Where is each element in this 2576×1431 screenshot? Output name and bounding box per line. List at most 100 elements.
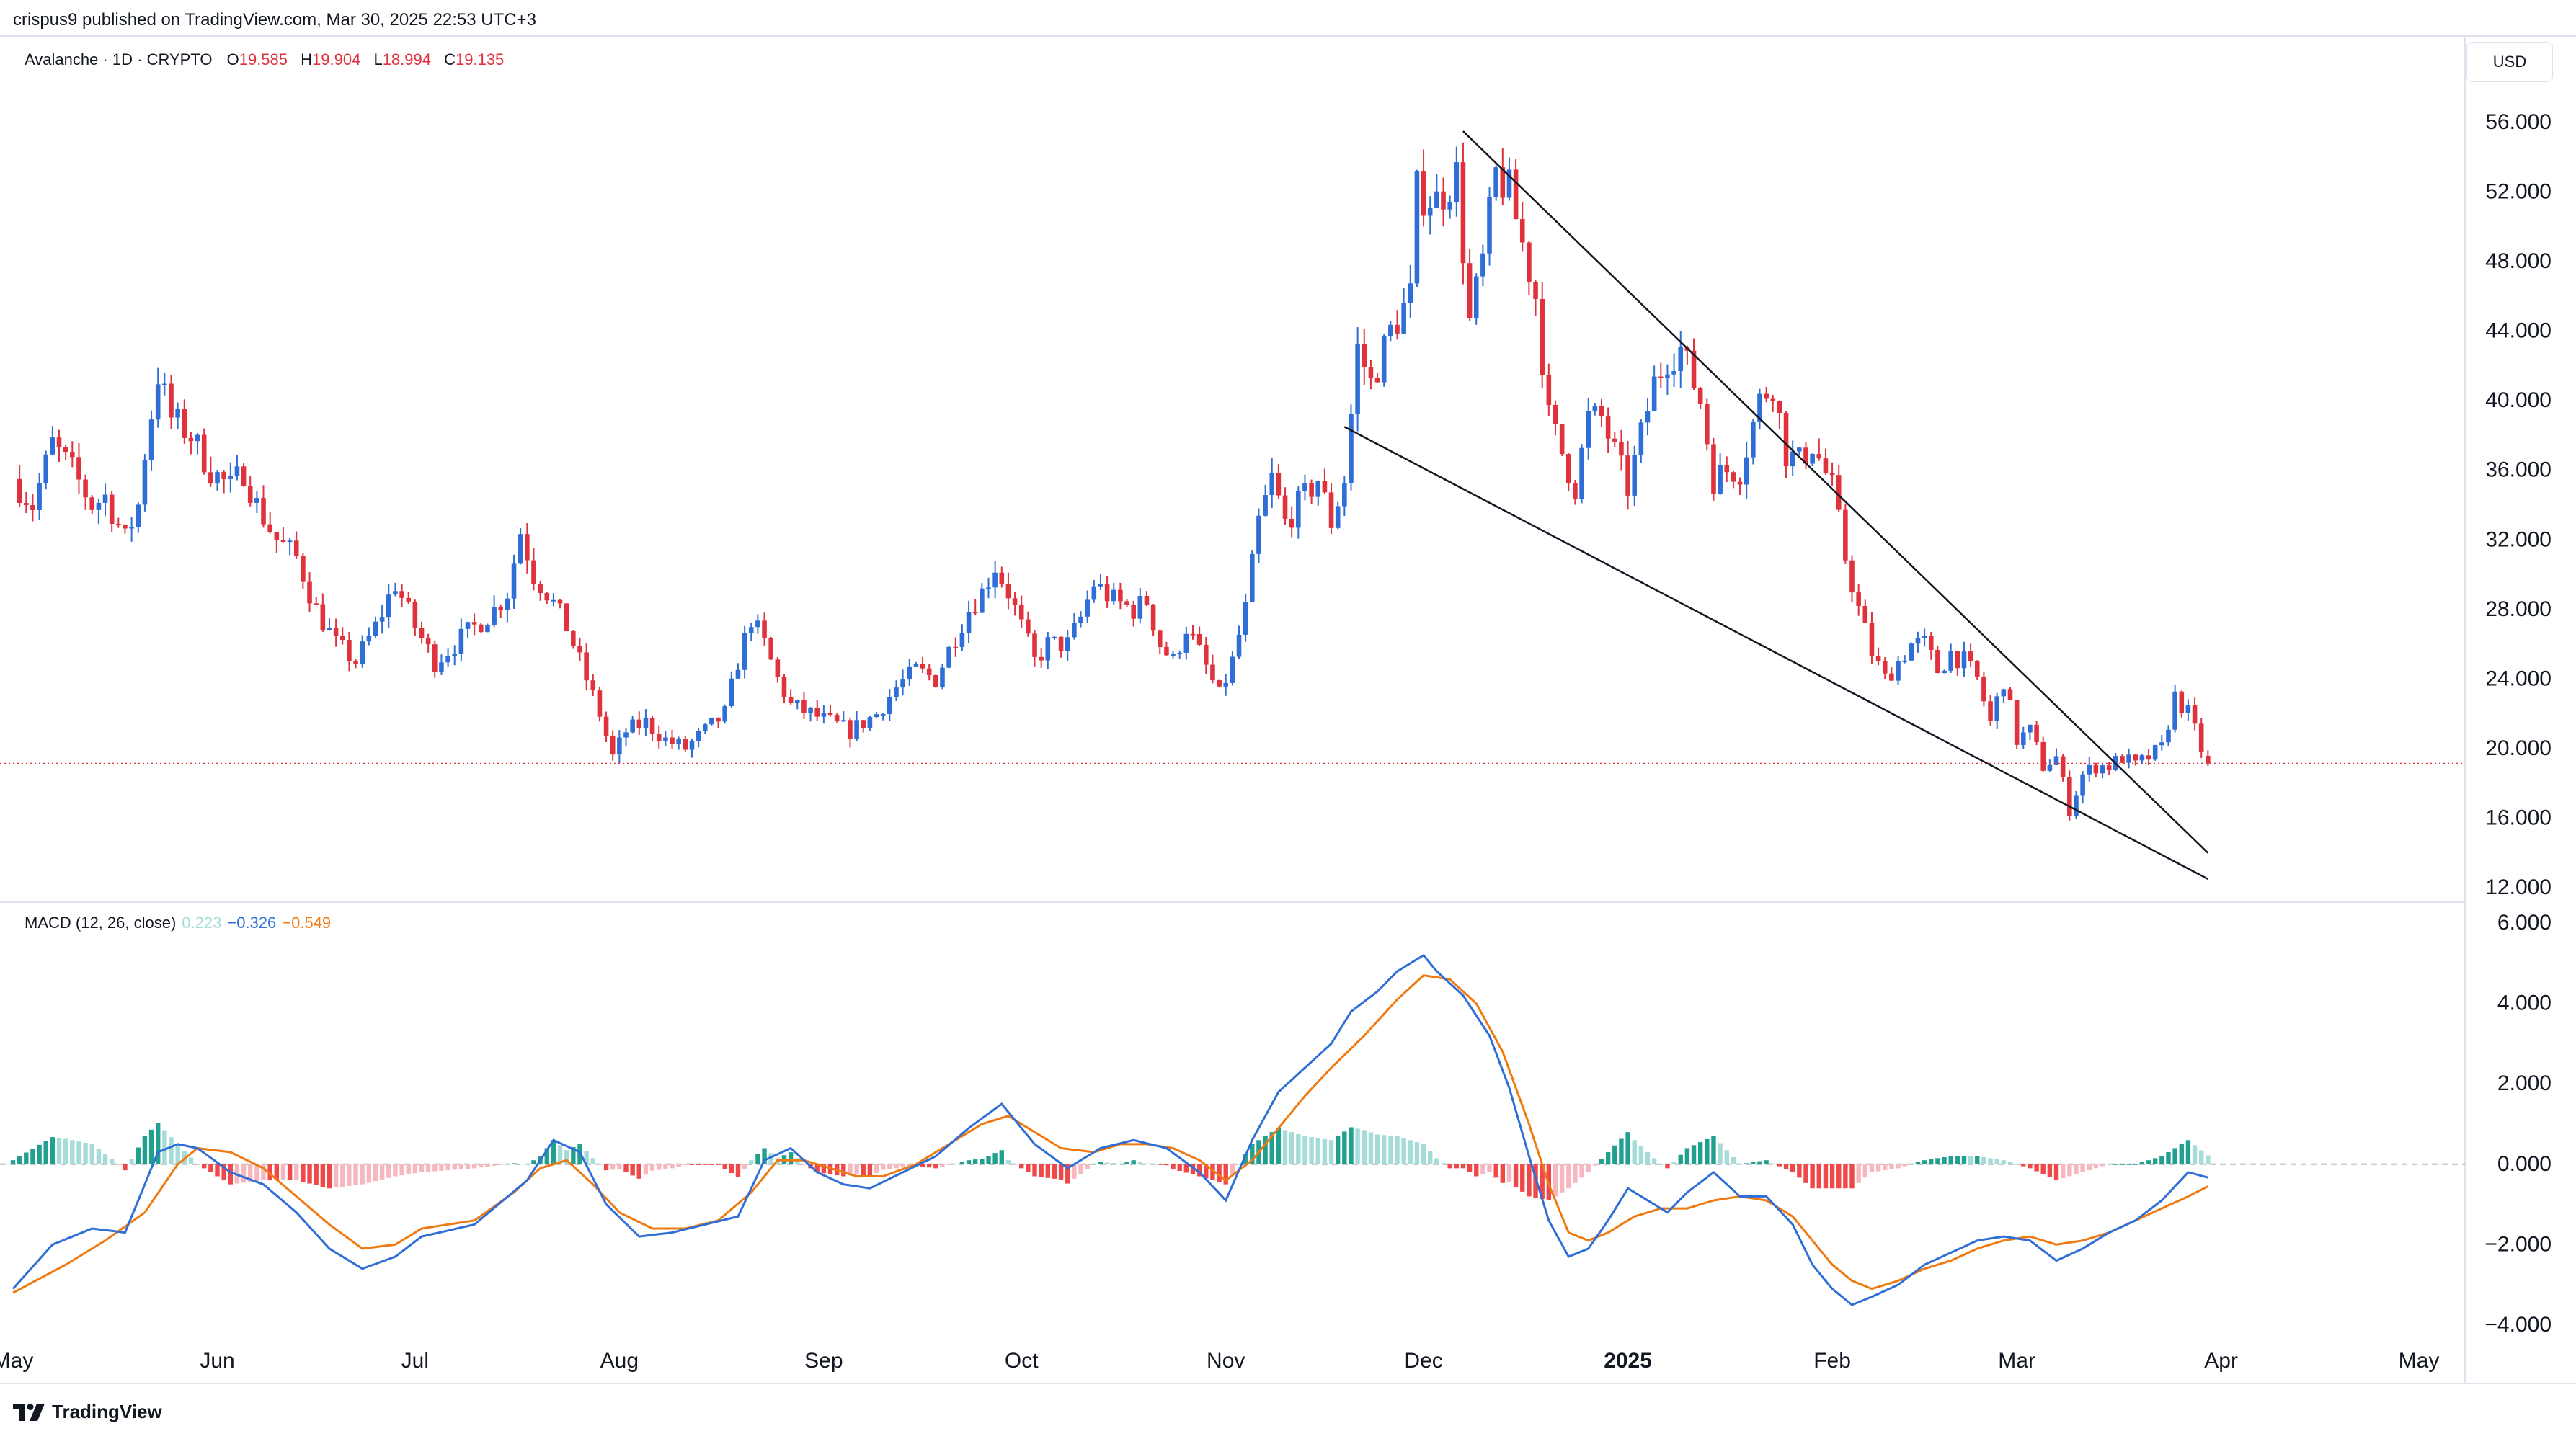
macd-histogram-bar xyxy=(2185,1140,2191,1164)
candle-body xyxy=(43,454,49,484)
currency-button[interactable]: USD xyxy=(2466,42,2553,82)
macd-histogram-bar xyxy=(1764,1160,1769,1164)
time-axis[interactable]: May Jun Jul Aug Sep Oct Nov Dec 2025 Feb Mar Apr May xyxy=(0,1349,2439,1373)
macd-histogram-bar xyxy=(683,1164,688,1165)
macd-tick-label: 4.000 xyxy=(2497,991,2551,1015)
macd-histogram-bar xyxy=(1335,1136,1341,1164)
macd-line-value: −0.326 xyxy=(227,914,277,932)
macd-histogram-bar xyxy=(617,1164,622,1169)
candle-body xyxy=(1177,652,1182,654)
candle-body xyxy=(301,555,306,582)
macd-histogram-bar xyxy=(907,1164,912,1167)
macd-histogram-bar xyxy=(1447,1164,1452,1169)
candle-body xyxy=(221,472,226,479)
candle-body xyxy=(201,434,207,473)
macd-histogram-bar xyxy=(992,1153,998,1164)
candle-body xyxy=(1493,167,1498,197)
candle-body xyxy=(683,739,688,750)
time-tick-label: Dec xyxy=(1404,1349,1442,1373)
macd-histogram-bar xyxy=(1362,1130,1367,1164)
candle-body xyxy=(986,587,991,589)
candle-body xyxy=(1605,416,1611,439)
candle-body xyxy=(2106,765,2112,770)
macd-histogram-bar xyxy=(327,1164,332,1189)
macd-legend[interactable]: MACD (12, 26, close) 0.223 −0.326 −0.549 xyxy=(25,914,331,932)
candle-body xyxy=(1243,602,1248,635)
macd-histogram-bar xyxy=(1012,1164,1018,1165)
macd-histogram-bar xyxy=(1091,1164,1097,1165)
macd-histogram-bar xyxy=(1744,1163,1749,1164)
candle-body xyxy=(1764,393,1769,399)
macd-histogram-bar xyxy=(445,1164,450,1171)
macd-histogram-bar xyxy=(1196,1164,1202,1177)
candle-body xyxy=(89,497,95,510)
candle-body xyxy=(83,479,88,498)
macd-histogram-bar xyxy=(56,1138,62,1164)
price-pane[interactable] xyxy=(0,142,2465,821)
candle-body xyxy=(1665,374,1670,378)
candle-body xyxy=(511,563,517,599)
macd-histogram-bar xyxy=(379,1164,385,1180)
candle-body xyxy=(999,572,1005,584)
candle-body xyxy=(1328,492,1334,528)
macd-histogram-bar xyxy=(1223,1164,1228,1185)
candle-body xyxy=(2074,795,2079,816)
macd-histogram-bar xyxy=(1026,1164,1031,1172)
macd-histogram-bar xyxy=(959,1162,965,1164)
price-tick-label: 32.000 xyxy=(2485,527,2551,551)
macd-histogram-bar xyxy=(887,1164,892,1169)
candle-body xyxy=(485,624,490,633)
macd-histogram-bar xyxy=(1210,1164,1215,1181)
candle-body xyxy=(584,652,589,681)
macd-histogram-bar xyxy=(425,1164,431,1172)
macd-histogram-bar xyxy=(2047,1164,2053,1177)
macd-histogram-bar xyxy=(70,1140,75,1164)
candle-body xyxy=(617,737,622,755)
candle-body xyxy=(1362,344,1367,367)
candle-body xyxy=(1546,375,1552,405)
macd-histogram-bar xyxy=(1296,1133,1301,1164)
candle-body xyxy=(1658,376,1664,378)
macd-histogram-bar xyxy=(1005,1160,1011,1164)
candle-body xyxy=(241,466,247,486)
tradingview-logo[interactable]: TradingView xyxy=(13,1401,162,1423)
macd-histogram-bar xyxy=(2152,1158,2158,1164)
macd-histogram-bar xyxy=(2040,1164,2046,1174)
candle-body xyxy=(327,628,332,630)
candle-body xyxy=(834,715,840,722)
candle-body xyxy=(1183,633,1189,653)
macd-histogram-bar xyxy=(2159,1156,2164,1164)
macd-histogram-bar xyxy=(498,1164,503,1165)
macd-pane[interactable] xyxy=(0,953,2465,1306)
macd-histogram-bar xyxy=(479,1164,484,1168)
candle-body xyxy=(794,700,800,703)
candle-body xyxy=(1942,670,1947,674)
macd-histogram-bar xyxy=(2133,1164,2138,1165)
price-axis[interactable]: 56.000 52.000 48.000 44.000 40.000 36.000 32.0… xyxy=(2485,110,2551,899)
candle-body xyxy=(597,690,603,717)
candle-body xyxy=(1111,589,1116,602)
candle-body xyxy=(1875,656,1881,661)
macd-histogram-bar xyxy=(861,1164,866,1176)
candle-body xyxy=(445,656,450,663)
macd-histogram-bar xyxy=(169,1137,174,1164)
macd-histogram-bar xyxy=(2192,1145,2198,1164)
macd-axis[interactable]: 6.000 4.000 2.000 0.000 −2.000 −4.000 xyxy=(2484,911,2551,1337)
macd-histogram-bar xyxy=(1401,1138,1406,1164)
price-tick-label: 56.000 xyxy=(2485,110,2551,134)
candle-body xyxy=(1335,506,1341,528)
candle-body xyxy=(307,581,312,604)
candle-body xyxy=(1744,457,1749,485)
macd-histogram-bar xyxy=(1085,1164,1090,1169)
macd-histogram-bar xyxy=(636,1164,641,1179)
candle-body xyxy=(1974,661,1980,677)
macd-histogram-bar xyxy=(894,1164,899,1169)
symbol-legend[interactable]: Avalanche · 1D · CRYPTO O19.585 H19.904 … xyxy=(25,50,512,69)
macd-histogram-bar xyxy=(1718,1143,1723,1164)
candle-body xyxy=(2040,741,2046,771)
candle-body xyxy=(195,434,200,442)
macd-histogram-bar xyxy=(1981,1157,1986,1164)
macd-histogram-bar xyxy=(96,1149,102,1164)
candle-body xyxy=(162,383,167,385)
candle-body xyxy=(1599,406,1604,417)
